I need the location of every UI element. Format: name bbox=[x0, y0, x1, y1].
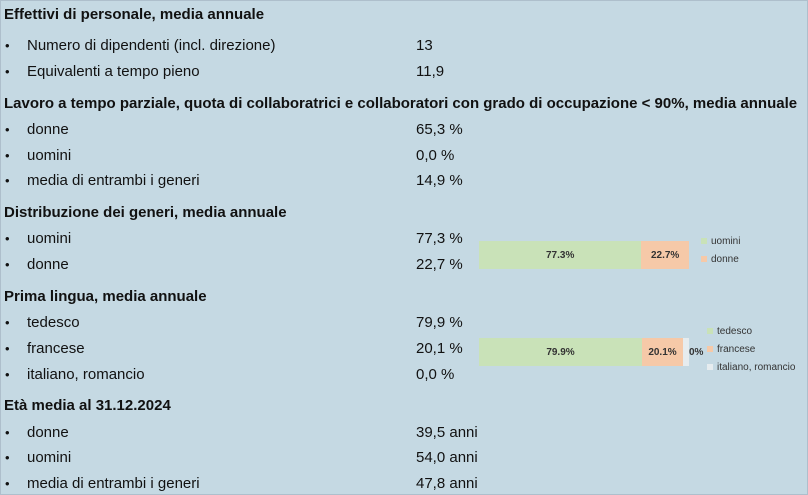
bullet-icon: • bbox=[5, 367, 10, 382]
row-value: 0,0 % bbox=[416, 147, 455, 164]
row-value: 77,3 % bbox=[416, 230, 463, 247]
bullet-icon: • bbox=[5, 38, 10, 53]
data-label: 20.1% bbox=[648, 346, 677, 358]
bullet-icon: • bbox=[5, 231, 10, 246]
row-label: Equivalenti a tempo pieno bbox=[27, 63, 200, 80]
row-value: 11,9 bbox=[416, 63, 445, 80]
list-item: • uomini 0,0 % bbox=[1, 146, 481, 166]
row-value: 0,0 % bbox=[416, 366, 455, 383]
row-value: 65,3 % bbox=[416, 121, 463, 138]
language-chart-legend: tedesco francese italiano, romancio bbox=[707, 323, 795, 377]
list-item: • italiano, romancio 0,0 % bbox=[1, 365, 481, 385]
legend-item: donne bbox=[701, 251, 740, 269]
data-label: 79.9% bbox=[546, 346, 575, 358]
bar-segment-0-1: 22.7% bbox=[641, 241, 689, 269]
row-label: donne bbox=[27, 256, 69, 273]
row-label: donne bbox=[27, 121, 69, 138]
legend-item: tedesco bbox=[707, 323, 795, 341]
bar-segment-1-2: 0% bbox=[683, 338, 703, 366]
section-title-part-time: Lavoro a tempo parziale, quota di collab… bbox=[4, 95, 798, 112]
row-value: 22,7 % bbox=[416, 256, 463, 273]
legend-item: uomini bbox=[701, 233, 740, 251]
legend-label: italiano, romancio bbox=[717, 362, 796, 373]
bar-segment-0-0: 77.3% bbox=[479, 241, 642, 269]
data-label: 22.7% bbox=[650, 249, 680, 261]
list-item: • francese 20,1 % bbox=[1, 339, 481, 359]
gender-stacked-bar: 77.3% 22.7% bbox=[479, 241, 689, 269]
legend-swatch bbox=[701, 238, 707, 245]
row-value: 79,9 % bbox=[416, 314, 463, 331]
section-title-staff: Effettivi di personale, media annuale bbox=[4, 6, 265, 23]
row-label: uomini bbox=[27, 147, 72, 164]
legend-swatch bbox=[701, 256, 707, 263]
row-value: 39,5 anni bbox=[416, 424, 478, 441]
row-value: 13 bbox=[416, 37, 433, 54]
legend-swatch bbox=[707, 328, 713, 335]
bullet-icon: • bbox=[5, 173, 10, 188]
language-stacked-bar: 79.9% 20.1% 0% bbox=[479, 338, 703, 366]
section-title-language: Prima lingua, media annuale bbox=[4, 288, 207, 305]
list-item: • Numero di dipendenti (incl. direzione)… bbox=[1, 36, 481, 56]
gender-chart-legend: uomini donne bbox=[701, 233, 740, 269]
list-item: • Equivalenti a tempo pieno 11,9 bbox=[1, 62, 481, 82]
row-label: media di entrambi i generi bbox=[27, 172, 200, 189]
bullet-icon: • bbox=[5, 425, 10, 440]
bullet-icon: • bbox=[5, 64, 10, 79]
legend-label: tedesco bbox=[717, 326, 753, 337]
data-label: 0% bbox=[689, 346, 704, 358]
data-label: 77.3% bbox=[545, 249, 575, 261]
row-label: uomini bbox=[27, 449, 72, 466]
section-title-average-age: Età media al 31.12.2024 bbox=[4, 397, 171, 414]
list-item: • donne 39,5 anni bbox=[1, 423, 481, 443]
row-label: media di entrambi i generi bbox=[27, 475, 200, 492]
bullet-icon: • bbox=[5, 148, 10, 163]
row-value: 47,8 anni bbox=[416, 475, 478, 492]
bullet-icon: • bbox=[5, 122, 10, 137]
bullet-icon: • bbox=[5, 341, 10, 356]
list-item: • donne 22,7 % bbox=[1, 255, 481, 275]
row-label: uomini bbox=[27, 230, 72, 247]
list-item: • uomini 77,3 % bbox=[1, 229, 481, 249]
list-item: • media di entrambi i generi 47,8 anni bbox=[1, 474, 481, 494]
legend-label: uomini bbox=[711, 236, 741, 247]
legend-swatch bbox=[707, 346, 713, 353]
list-item: • media di entrambi i generi 14,9 % bbox=[1, 171, 481, 191]
row-value: 20,1 % bbox=[416, 340, 463, 357]
row-label: francese bbox=[27, 340, 85, 357]
bullet-icon: • bbox=[5, 476, 10, 491]
bullet-icon: • bbox=[5, 315, 10, 330]
row-label: donne bbox=[27, 424, 69, 441]
legend-item: italiano, romancio bbox=[707, 359, 795, 377]
bar-segment-1-0: 79.9% bbox=[479, 338, 642, 366]
row-label: italiano, romancio bbox=[27, 366, 145, 383]
list-item: • donne 65,3 % bbox=[1, 120, 481, 140]
row-value: 54,0 anni bbox=[416, 449, 478, 466]
bullet-icon: • bbox=[5, 450, 10, 465]
legend-item: francese bbox=[707, 341, 795, 359]
legend-label: donne bbox=[711, 254, 739, 265]
section-title-gender: Distribuzione dei generi, media annuale bbox=[4, 204, 287, 221]
bar-segment-1-1: 20.1% bbox=[642, 338, 683, 366]
row-value: 14,9 % bbox=[416, 172, 463, 189]
legend-label: francese bbox=[717, 344, 756, 355]
row-label: Numero di dipendenti (incl. direzione) bbox=[27, 37, 276, 54]
legend-swatch bbox=[707, 364, 713, 371]
list-item: • uomini 54,0 anni bbox=[1, 448, 481, 468]
list-item: • tedesco 79,9 % bbox=[1, 313, 481, 333]
bullet-icon: • bbox=[5, 257, 10, 272]
row-label: tedesco bbox=[27, 314, 80, 331]
